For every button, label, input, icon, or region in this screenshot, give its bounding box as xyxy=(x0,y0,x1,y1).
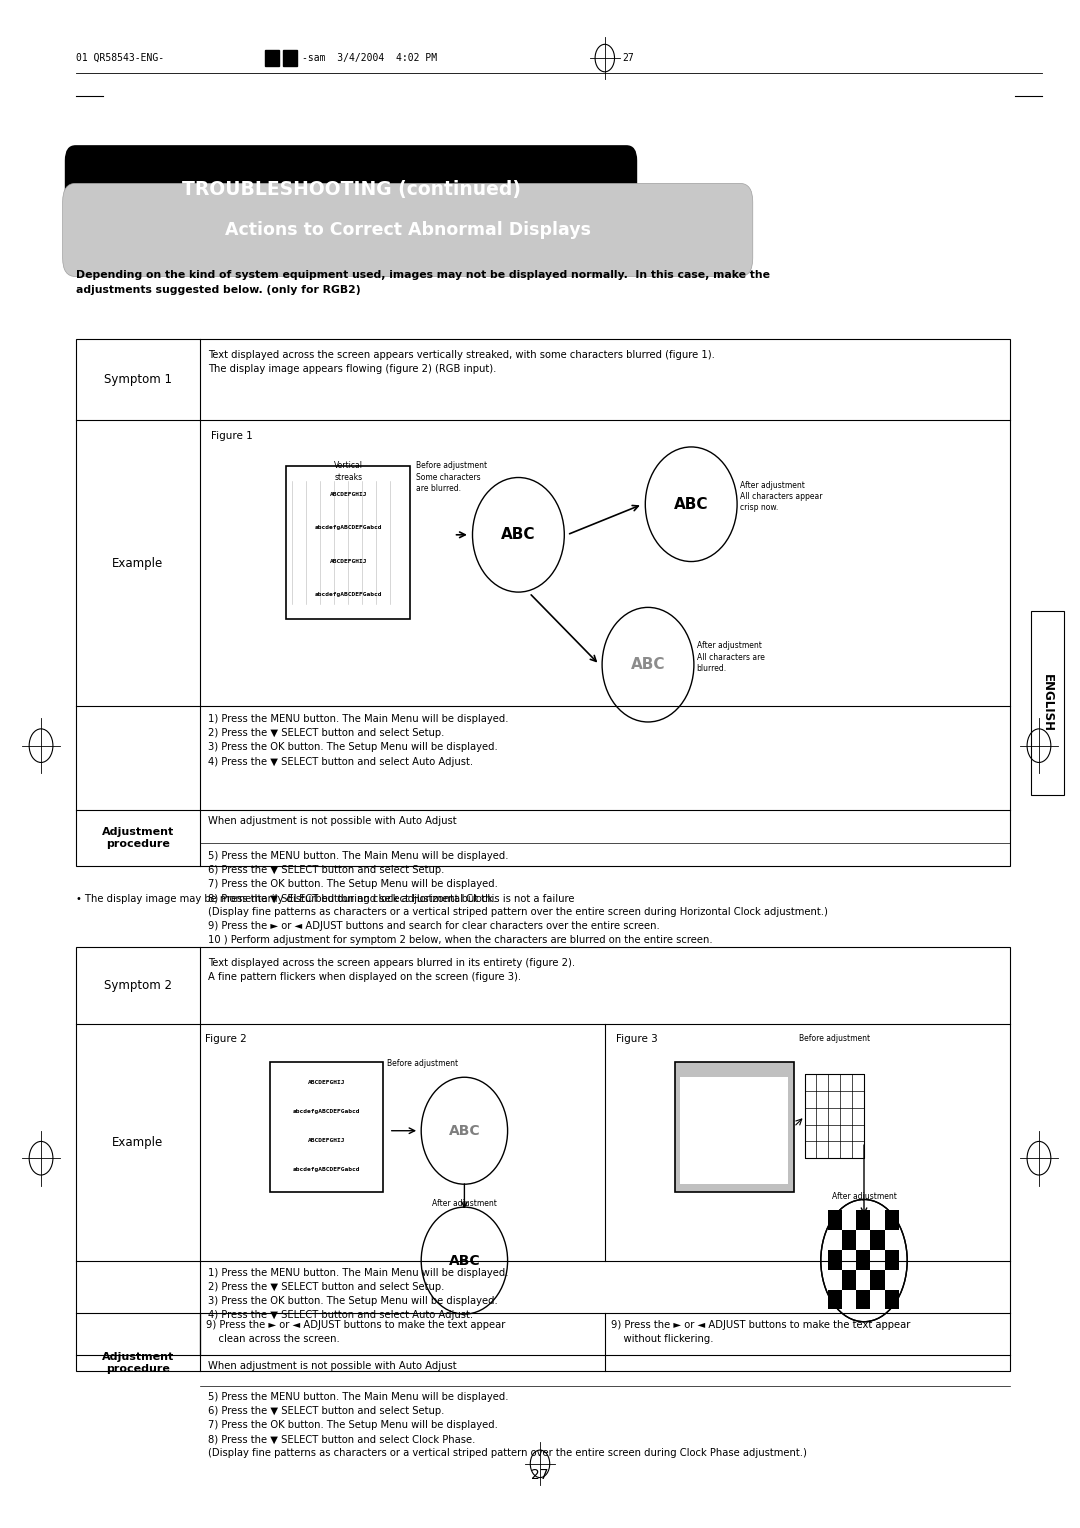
Text: abcdefgABCDEFGabcd: abcdefgABCDEFGabcd xyxy=(314,593,382,597)
Text: ABCDEFGHIJ: ABCDEFGHIJ xyxy=(308,1138,346,1143)
Text: 27: 27 xyxy=(531,1467,549,1482)
Text: 01 QR58543-ENG-: 01 QR58543-ENG- xyxy=(76,53,164,63)
Bar xyxy=(265,50,279,66)
Text: ABC: ABC xyxy=(448,1123,481,1138)
Text: • The display image may be momentarily disturbed during clock adjustment but thi: • The display image may be momentarily d… xyxy=(76,894,575,905)
Text: Before adjustment
Some characters
are blurred.: Before adjustment Some characters are bl… xyxy=(416,461,487,492)
Bar xyxy=(870,1230,885,1250)
Text: Adjustment
procedure: Adjustment procedure xyxy=(102,827,174,850)
Text: ABCDEFGHIJ: ABCDEFGHIJ xyxy=(329,492,367,497)
Text: Before adjustment: Before adjustment xyxy=(799,1034,869,1044)
Text: TROUBLESHOOTING (continued): TROUBLESHOOTING (continued) xyxy=(181,180,521,199)
Text: ABC: ABC xyxy=(631,657,665,672)
Text: After adjustment
All characters appear
crisp now.: After adjustment All characters appear c… xyxy=(740,481,822,512)
Text: After adjustment: After adjustment xyxy=(432,1199,497,1209)
Text: 27: 27 xyxy=(622,53,634,63)
Text: 9) Press the ► or ◄ ADJUST buttons to make the text appear
    without flickerin: 9) Press the ► or ◄ ADJUST buttons to ma… xyxy=(611,1320,910,1345)
Bar xyxy=(283,50,297,66)
Text: Symptom 2: Symptom 2 xyxy=(104,979,172,992)
Text: 1) Press the MENU button. The Main Menu will be displayed.
2) Press the ▼ SELECT: 1) Press the MENU button. The Main Menu … xyxy=(208,714,509,767)
Bar xyxy=(828,1290,842,1309)
FancyBboxPatch shape xyxy=(63,183,753,277)
Text: ABCDEFGHIJ: ABCDEFGHIJ xyxy=(329,559,367,564)
Bar xyxy=(1031,611,1064,795)
Text: Text displayed across the screen appears vertically streaked, with some characte: Text displayed across the screen appears… xyxy=(208,350,715,374)
Text: 5) Press the MENU button. The Main Menu will be displayed.
6) Press the ▼ SELECT: 5) Press the MENU button. The Main Menu … xyxy=(208,1392,808,1458)
Bar xyxy=(675,1062,794,1192)
Bar xyxy=(828,1250,842,1270)
Text: When adjustment is not possible with Auto Adjust: When adjustment is not possible with Aut… xyxy=(208,816,457,827)
Text: 1) Press the MENU button. The Main Menu will be displayed.
2) Press the ▼ SELECT: 1) Press the MENU button. The Main Menu … xyxy=(208,1268,509,1320)
Bar xyxy=(856,1250,870,1270)
Text: Symptom 1: Symptom 1 xyxy=(104,373,172,387)
Bar xyxy=(805,1074,864,1158)
Text: After adjustment
All characters are
blurred.: After adjustment All characters are blur… xyxy=(697,642,765,672)
Text: abcdefgABCDEFGabcd: abcdefgABCDEFGabcd xyxy=(293,1167,361,1172)
Text: Before adjustment: Before adjustment xyxy=(387,1059,458,1068)
Bar xyxy=(270,1062,383,1192)
Bar xyxy=(885,1290,899,1309)
Bar xyxy=(885,1250,899,1270)
Bar xyxy=(870,1270,885,1290)
Bar xyxy=(680,1077,788,1184)
Bar xyxy=(828,1210,842,1230)
Bar xyxy=(76,947,1010,1371)
Text: Figure 1: Figure 1 xyxy=(211,431,253,442)
Text: ABC: ABC xyxy=(501,527,536,542)
Bar xyxy=(76,339,1010,866)
Bar xyxy=(856,1290,870,1309)
Text: Actions to Correct Abnormal Displays: Actions to Correct Abnormal Displays xyxy=(225,222,591,238)
Bar xyxy=(842,1270,856,1290)
Text: abcdefgABCDEFGabcd: abcdefgABCDEFGabcd xyxy=(293,1109,361,1114)
Text: Text displayed across the screen appears blurred in its entirety (figure 2).
A f: Text displayed across the screen appears… xyxy=(208,958,576,983)
Text: ABC: ABC xyxy=(448,1253,481,1268)
Text: Figure 3: Figure 3 xyxy=(616,1034,658,1045)
Bar xyxy=(842,1230,856,1250)
Bar xyxy=(856,1210,870,1230)
Bar xyxy=(286,466,410,619)
Text: Example: Example xyxy=(112,556,163,570)
Text: After adjustment: After adjustment xyxy=(832,1192,896,1201)
Text: When adjustment is not possible with Auto Adjust: When adjustment is not possible with Aut… xyxy=(208,1361,457,1372)
FancyBboxPatch shape xyxy=(65,145,637,234)
Text: ABCDEFGHIJ: ABCDEFGHIJ xyxy=(308,1080,346,1085)
Text: -sam  3/4/2004  4:02 PM: -sam 3/4/2004 4:02 PM xyxy=(302,53,437,63)
Text: Vertical
streaks: Vertical streaks xyxy=(334,461,363,481)
Text: abcdefgABCDEFGabcd: abcdefgABCDEFGabcd xyxy=(314,526,382,530)
Text: 9) Press the ► or ◄ ADJUST buttons to make the text appear
    clean across the : 9) Press the ► or ◄ ADJUST buttons to ma… xyxy=(206,1320,505,1345)
Text: Figure 2: Figure 2 xyxy=(205,1034,247,1045)
Text: 5) Press the MENU button. The Main Menu will be displayed.
6) Press the ▼ SELECT: 5) Press the MENU button. The Main Menu … xyxy=(208,851,828,946)
Text: Depending on the kind of system equipment used, images may not be displayed norm: Depending on the kind of system equipmen… xyxy=(76,270,770,295)
Text: Adjustment
procedure: Adjustment procedure xyxy=(102,1352,174,1374)
Text: ABC: ABC xyxy=(674,497,708,512)
Bar xyxy=(885,1210,899,1230)
Text: ENGLISH: ENGLISH xyxy=(1041,674,1054,732)
Text: Example: Example xyxy=(112,1135,163,1149)
